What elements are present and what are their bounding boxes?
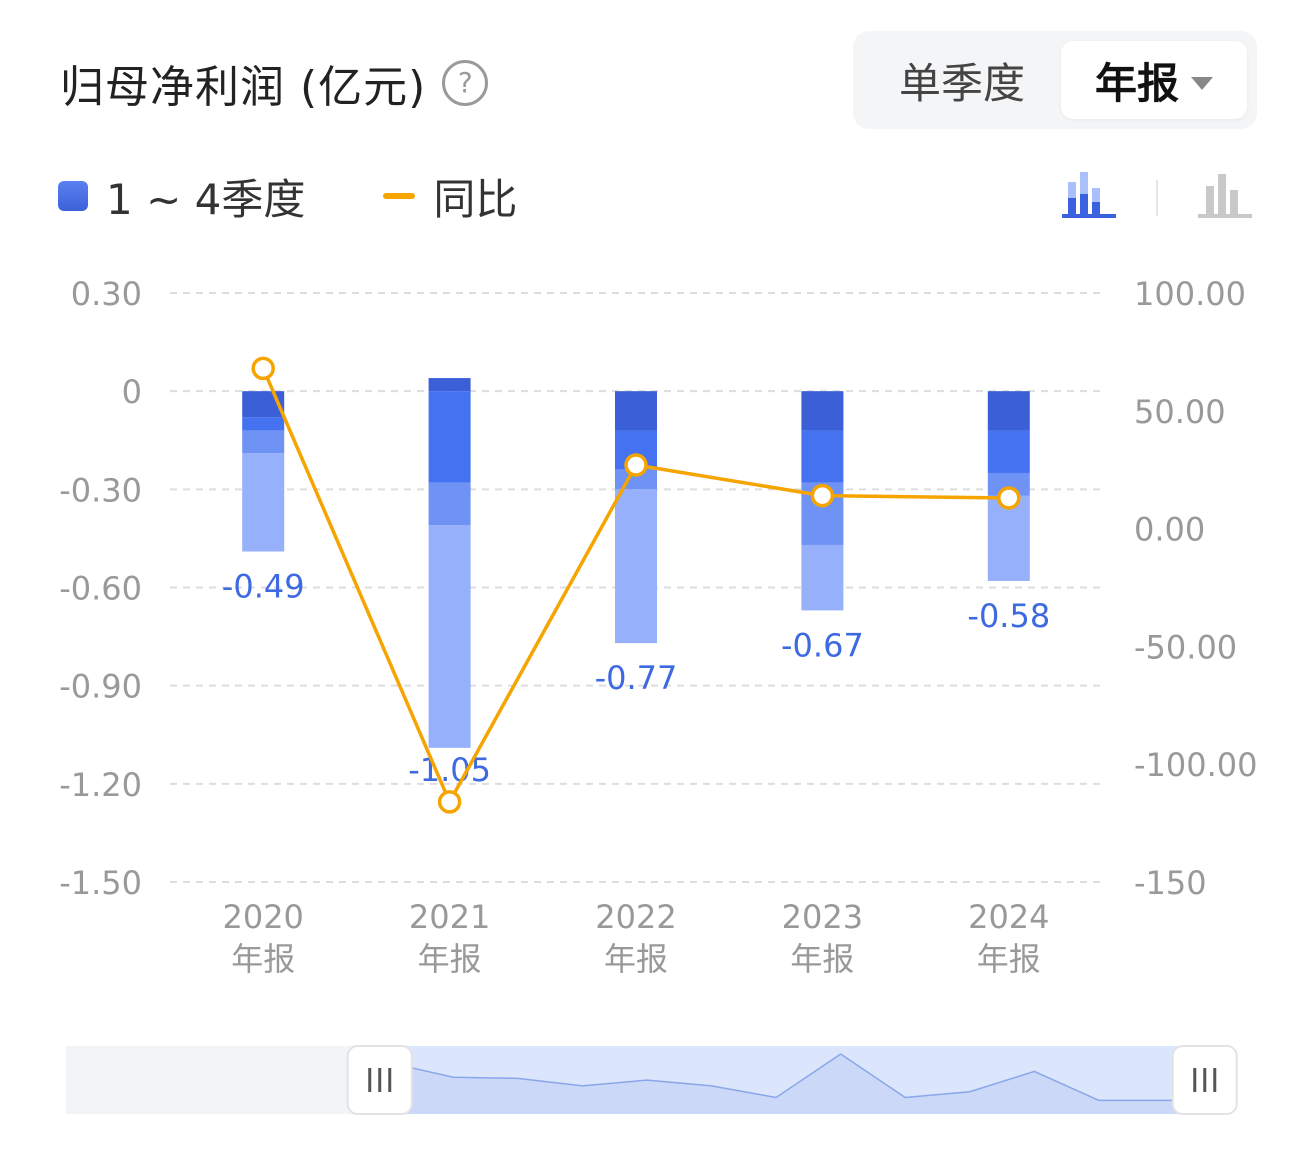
bar-total-label: -0.58	[967, 597, 1050, 635]
question-circle-icon[interactable]: ?	[442, 60, 489, 106]
chart-title: 归母净利润 (亿元)	[60, 62, 427, 113]
bar-segment-q2	[801, 430, 844, 483]
bar-segment-q4	[615, 489, 657, 644]
navigator-handle-grip	[1213, 1068, 1217, 1092]
y-right-tick-label: 100.00	[1134, 275, 1246, 313]
caret-down-icon	[1191, 76, 1213, 90]
bar-segment-q4	[801, 544, 844, 611]
drag-handle-icon[interactable]	[346, 1045, 413, 1115]
toggle-single-quarter[interactable]: 单季度	[863, 41, 1061, 119]
toggle-single-quarter-label: 单季度	[898, 58, 1025, 108]
range-navigator[interactable]	[66, 1045, 1238, 1115]
y-right-tick-label: 50.00	[1134, 393, 1226, 431]
bar-total-labels: -0.49 -1.05 -0.77 -0.67 -0.58	[222, 568, 1050, 789]
x-tick-period: 年报	[418, 940, 482, 978]
yoy-point	[251, 356, 275, 381]
y-left-tick-label: -0.90	[59, 668, 142, 706]
yoy-point	[997, 486, 1021, 510]
bar-segment-q2	[242, 417, 285, 431]
bar-total-label: -0.67	[781, 626, 864, 664]
navigator-handle-grip	[388, 1068, 392, 1092]
bar-segment-q3	[242, 430, 285, 454]
toggle-annual-report-label: 年报	[1094, 58, 1179, 108]
y-right-tick-label: -100.00	[1134, 746, 1258, 784]
y-axis-left: 0.30 0 -0.30 -0.60 -0.90 -1.20 -1.50	[59, 275, 142, 902]
y-right-tick-label: -50.00	[1134, 628, 1237, 666]
bar-segment-q4	[242, 453, 285, 552]
navigator-area	[388, 1054, 1228, 1114]
chart-legend: 1 ~ 4季度 同比	[58, 168, 517, 224]
bar-segment-q2	[428, 391, 471, 483]
navigator-handle-grip	[378, 1068, 382, 1092]
bar-segment-q4	[428, 525, 471, 748]
chart-header: 归母净利润 (亿元) ?	[60, 48, 489, 118]
drag-handle-icon[interactable]	[1171, 1045, 1238, 1115]
y-axis-right: 100.00 50.00 0.00 -50.00 -100.00 -150	[1134, 275, 1258, 902]
yoy-point	[624, 453, 648, 477]
bar-total-label: -1.05	[408, 751, 491, 789]
x-tick-year: 2024	[968, 898, 1049, 936]
navigator-line	[388, 1053, 1228, 1102]
navigator-handle-grip	[1203, 1068, 1207, 1092]
legend-line-label[interactable]: 同比	[433, 174, 518, 224]
yoy-line-series	[251, 356, 1021, 814]
y-left-tick-label: -0.60	[59, 570, 142, 608]
y-left-tick-label: 0.30	[71, 275, 142, 313]
y-left-tick-label: -1.20	[59, 766, 142, 804]
bar-segment-q2	[987, 430, 1030, 473]
y-right-tick-label: 0.00	[1134, 511, 1205, 549]
bar-segment-q1	[987, 391, 1030, 431]
bar-segment-q3	[428, 482, 471, 526]
y-left-tick-label: 0	[122, 373, 142, 411]
bar-total-label: -0.77	[595, 659, 678, 697]
x-tick-year: 2023	[782, 898, 863, 936]
legend-bar-swatch	[58, 181, 88, 211]
bar-segment-q1	[615, 391, 657, 431]
legend-line-swatch	[383, 193, 416, 199]
x-tick-year: 2020	[222, 898, 303, 936]
chart-type-switcher	[1062, 172, 1252, 218]
switcher-divider	[1156, 180, 1158, 216]
x-tick-period: 年报	[977, 940, 1041, 978]
grouped-bar-chart-icon[interactable]	[1198, 174, 1252, 218]
x-tick-period: 年报	[604, 940, 668, 978]
y-left-tick-label: -1.50	[59, 864, 142, 902]
x-axis: 2020 年报 2021 年报 2022 年报 2023 年报 2024 年报	[222, 898, 1049, 978]
bar-segment-q1	[428, 378, 471, 392]
toggle-annual-report[interactable]: 年报	[1061, 41, 1247, 119]
bar-segment-q4	[987, 495, 1030, 581]
yoy-point	[437, 790, 462, 814]
navigator-handle-grip	[1193, 1068, 1197, 1092]
bar-total-label: -0.49	[222, 568, 305, 606]
x-tick-period: 年报	[231, 940, 295, 978]
x-tick-year: 2022	[595, 898, 676, 936]
legend-bar-label[interactable]: 1 ~ 4季度	[106, 174, 306, 224]
navigator-handle-grip	[368, 1068, 372, 1092]
bar-segment-q1	[801, 391, 844, 431]
bar-segment-q3	[987, 472, 1030, 496]
period-toggle: 单季度 年报	[853, 31, 1257, 129]
y-left-tick-label: -0.30	[59, 471, 142, 509]
yoy-point	[810, 483, 835, 508]
stacked-bar-chart-icon[interactable]	[1062, 172, 1116, 218]
y-right-tick-label: -150	[1134, 864, 1207, 902]
x-tick-period: 年报	[790, 940, 854, 978]
x-tick-year: 2021	[409, 898, 490, 936]
